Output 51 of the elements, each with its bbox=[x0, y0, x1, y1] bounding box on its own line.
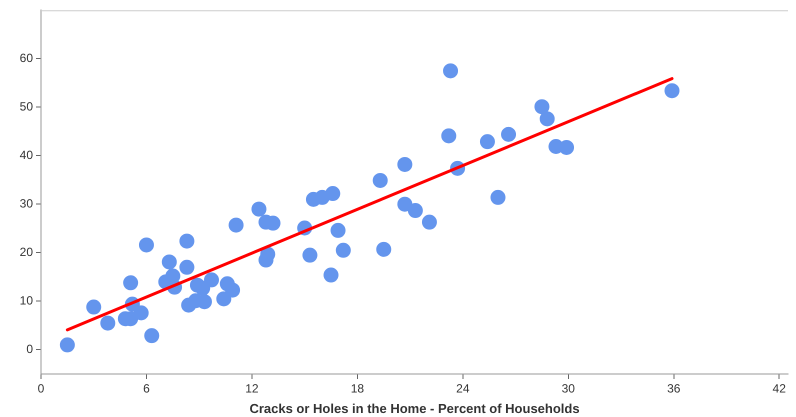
point bbox=[179, 260, 194, 275]
point bbox=[325, 186, 340, 202]
point bbox=[372, 172, 388, 188]
x-tick-label: 36 bbox=[667, 382, 681, 396]
point bbox=[216, 291, 232, 306]
point bbox=[397, 196, 412, 212]
point bbox=[302, 248, 318, 263]
x-tick-label: 6 bbox=[143, 382, 150, 396]
point bbox=[100, 316, 116, 331]
point bbox=[225, 282, 240, 298]
y-tick-label: 30 bbox=[20, 196, 34, 211]
point bbox=[179, 234, 194, 249]
point bbox=[60, 337, 75, 352]
y-tick-label: 10 bbox=[20, 294, 34, 308]
x-tick-label: 0 bbox=[38, 382, 45, 396]
point bbox=[330, 222, 346, 238]
x-tick-label: 30 bbox=[562, 382, 576, 396]
point bbox=[664, 83, 680, 98]
y-tick-label: 20 bbox=[20, 245, 34, 260]
y-tick-label: 40 bbox=[20, 148, 34, 162]
point bbox=[408, 203, 423, 218]
x-tick-label: 18 bbox=[350, 382, 364, 396]
point bbox=[204, 272, 219, 288]
x-axis-title: Cracks or Holes in the Home - Percent of Households bbox=[249, 400, 580, 416]
point bbox=[534, 99, 550, 114]
point bbox=[480, 134, 495, 150]
point bbox=[376, 242, 392, 257]
point bbox=[559, 140, 574, 155]
point bbox=[443, 63, 458, 78]
point bbox=[144, 328, 160, 344]
point bbox=[228, 218, 244, 233]
y-tick-label: 0 bbox=[26, 342, 34, 356]
x-tick-label: 24 bbox=[456, 382, 470, 396]
point bbox=[540, 111, 555, 126]
x-tick-label: 12 bbox=[245, 382, 259, 396]
point bbox=[86, 300, 102, 315]
point bbox=[336, 242, 351, 258]
point bbox=[501, 126, 516, 142]
point bbox=[441, 128, 456, 144]
point bbox=[397, 156, 412, 172]
y-tick-label: 50 bbox=[20, 100, 34, 114]
point bbox=[123, 275, 138, 290]
point bbox=[324, 268, 339, 283]
x-tick-label: 42 bbox=[772, 382, 786, 396]
point bbox=[138, 237, 154, 252]
point bbox=[251, 202, 266, 217]
point bbox=[134, 305, 149, 320]
point bbox=[162, 254, 177, 270]
point bbox=[490, 190, 506, 205]
y-tick-label: 60 bbox=[20, 51, 34, 66]
point bbox=[422, 214, 437, 230]
